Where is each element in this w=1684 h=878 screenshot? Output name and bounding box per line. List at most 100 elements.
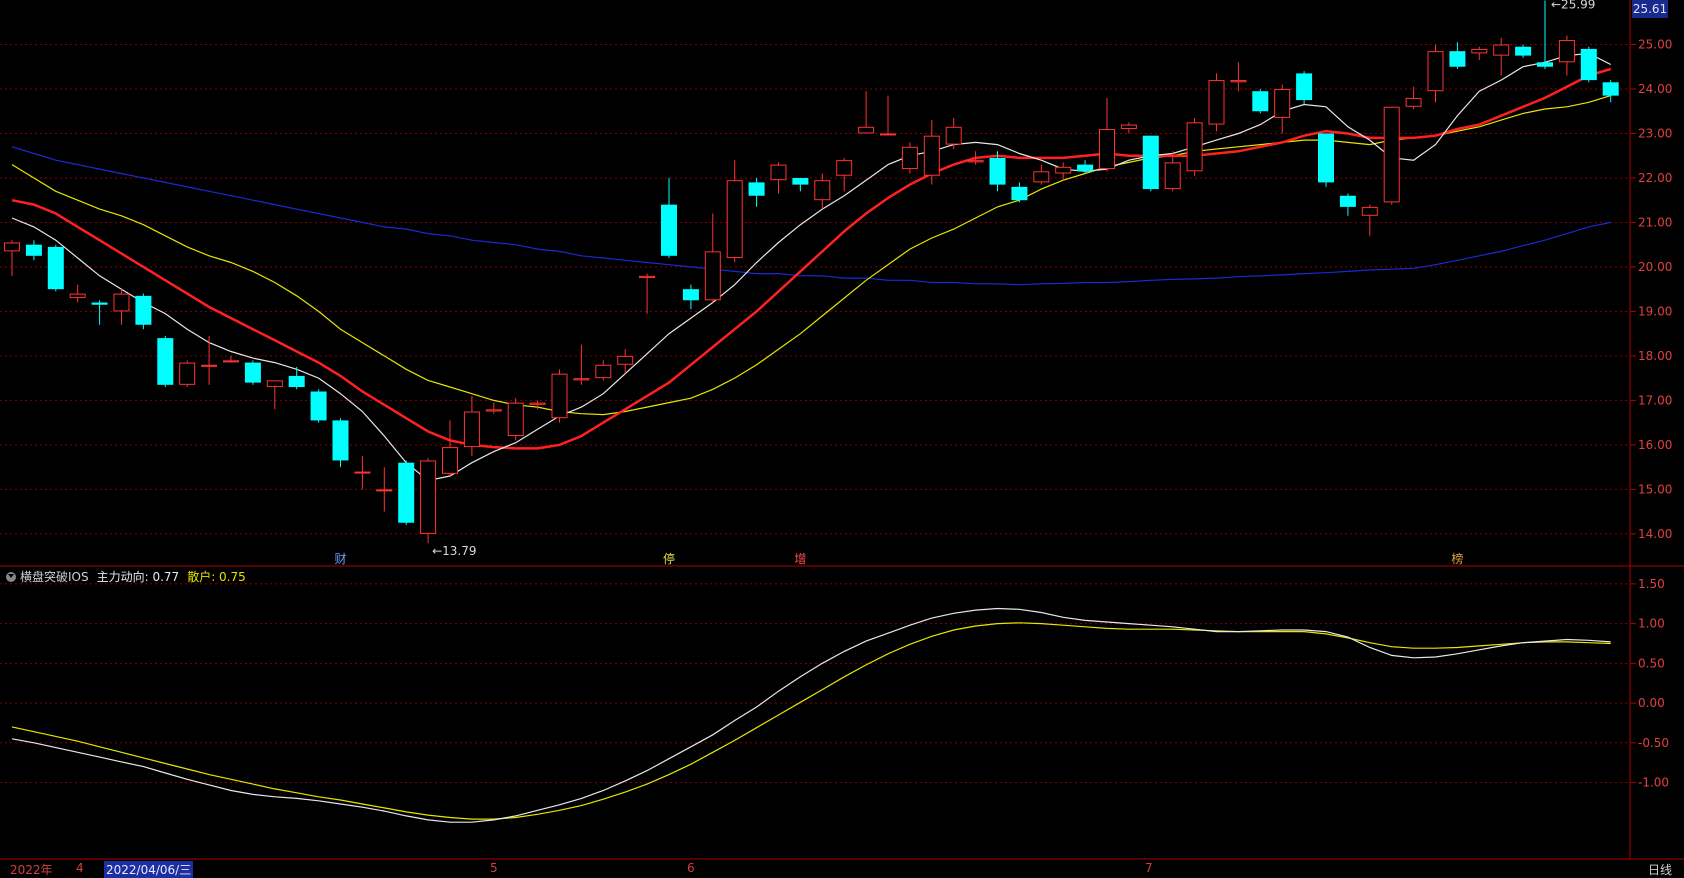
candle xyxy=(573,344,590,385)
candle-body xyxy=(1339,195,1356,207)
candle xyxy=(223,355,239,363)
candle-body xyxy=(1537,62,1553,67)
candle-body xyxy=(1099,129,1115,170)
price-tick-label: 20.00 xyxy=(1638,260,1672,274)
candlesticks xyxy=(4,0,1619,544)
candle xyxy=(398,460,415,525)
candle-body xyxy=(901,146,918,170)
indicator-tick-label: 0.50 xyxy=(1638,656,1665,670)
candle-body xyxy=(1164,162,1181,190)
legend-series-retail: 散户: 0.75 xyxy=(187,570,246,584)
candle-body xyxy=(1274,88,1291,118)
indicator-lines xyxy=(11,607,1611,823)
candle-body xyxy=(682,289,699,301)
candle xyxy=(1252,88,1269,114)
candle xyxy=(1493,37,1510,76)
candle xyxy=(792,177,809,192)
candle xyxy=(901,142,918,174)
candle-body xyxy=(661,204,677,256)
candle-body xyxy=(1580,48,1597,81)
candle-body xyxy=(266,380,283,388)
candle xyxy=(244,360,261,385)
candle-body xyxy=(989,157,1006,185)
candle xyxy=(91,300,108,325)
indicator-menu-icon[interactable] xyxy=(6,572,16,582)
max-price-label: ←25.99 xyxy=(1551,0,1595,11)
candle xyxy=(814,173,831,210)
candle xyxy=(420,458,437,544)
candle-body xyxy=(157,338,174,385)
candle xyxy=(661,177,677,259)
candle xyxy=(135,293,152,330)
candle-body xyxy=(923,135,940,176)
candle xyxy=(967,151,984,165)
candle xyxy=(1274,84,1291,134)
time-axis[interactable]: 2022年 4 2022/04/06/三 5 6 7 日线 xyxy=(0,860,1684,878)
moving-averages xyxy=(11,52,1612,482)
date-cursor-label: 2022/04/06/三 xyxy=(104,861,194,878)
event-marker: 榜 xyxy=(1451,551,1463,566)
candle-body xyxy=(442,447,458,474)
indicator-tick-label: 1.00 xyxy=(1638,617,1665,631)
candle xyxy=(69,284,86,303)
candle xyxy=(1296,71,1313,105)
price-tick-label: 15.00 xyxy=(1638,482,1672,496)
candle xyxy=(266,380,283,410)
candle-body xyxy=(1361,206,1378,216)
candle xyxy=(880,95,896,136)
candle-body xyxy=(1077,164,1094,172)
candle-body xyxy=(179,362,196,385)
candle xyxy=(726,160,743,263)
candle-body xyxy=(25,244,42,256)
candle-body xyxy=(529,402,546,405)
price-tick-label: 14.00 xyxy=(1638,527,1672,541)
candle xyxy=(157,335,174,388)
candle-body xyxy=(485,409,502,412)
candle xyxy=(1077,160,1094,174)
candle xyxy=(1208,73,1225,132)
candle-body xyxy=(880,133,896,136)
ma-white-line xyxy=(11,52,1611,482)
price-tick-label: 16.00 xyxy=(1638,438,1672,452)
period-label[interactable]: 日线 xyxy=(1648,863,1673,877)
candle xyxy=(507,398,524,441)
price-tick-label: 22.00 xyxy=(1638,171,1672,185)
candle xyxy=(945,117,962,150)
candle-body xyxy=(1120,124,1137,130)
candle xyxy=(617,349,634,374)
candle xyxy=(1405,86,1422,109)
current-price-tag: 25.61 xyxy=(1632,0,1668,18)
candle-body xyxy=(201,364,218,367)
price-tick-label: 17.00 xyxy=(1638,393,1672,407)
candle-body xyxy=(47,246,64,290)
indicator-tick-label: -0.50 xyxy=(1638,736,1669,750)
candle xyxy=(923,120,940,185)
ma-red-line xyxy=(11,67,1612,450)
candle xyxy=(354,456,371,490)
candle-body xyxy=(332,420,349,461)
candle-body xyxy=(4,242,20,252)
candle-body xyxy=(310,391,327,421)
indicator-tick-label: 1.50 xyxy=(1638,577,1665,591)
month-7-label: 7 xyxy=(1145,861,1153,875)
candle-body xyxy=(1186,122,1203,172)
indicator-tick-label: 0.00 xyxy=(1638,696,1665,710)
candle xyxy=(1055,162,1072,181)
candle-body xyxy=(1427,51,1444,92)
retail-line xyxy=(11,622,1611,820)
candle-body xyxy=(1055,166,1072,174)
candle-body xyxy=(551,373,568,419)
candle-body xyxy=(1318,133,1334,183)
candle-body xyxy=(617,355,634,365)
candle-body xyxy=(1515,46,1532,56)
candle-body xyxy=(1383,106,1400,203)
candle xyxy=(442,420,458,477)
candle xyxy=(682,284,699,310)
candle-body xyxy=(1602,82,1619,96)
candle-body xyxy=(814,180,831,201)
candle xyxy=(4,240,20,276)
candle-body xyxy=(91,302,108,305)
candle-body xyxy=(1208,80,1225,125)
price-tick-label: 19.00 xyxy=(1638,304,1672,318)
